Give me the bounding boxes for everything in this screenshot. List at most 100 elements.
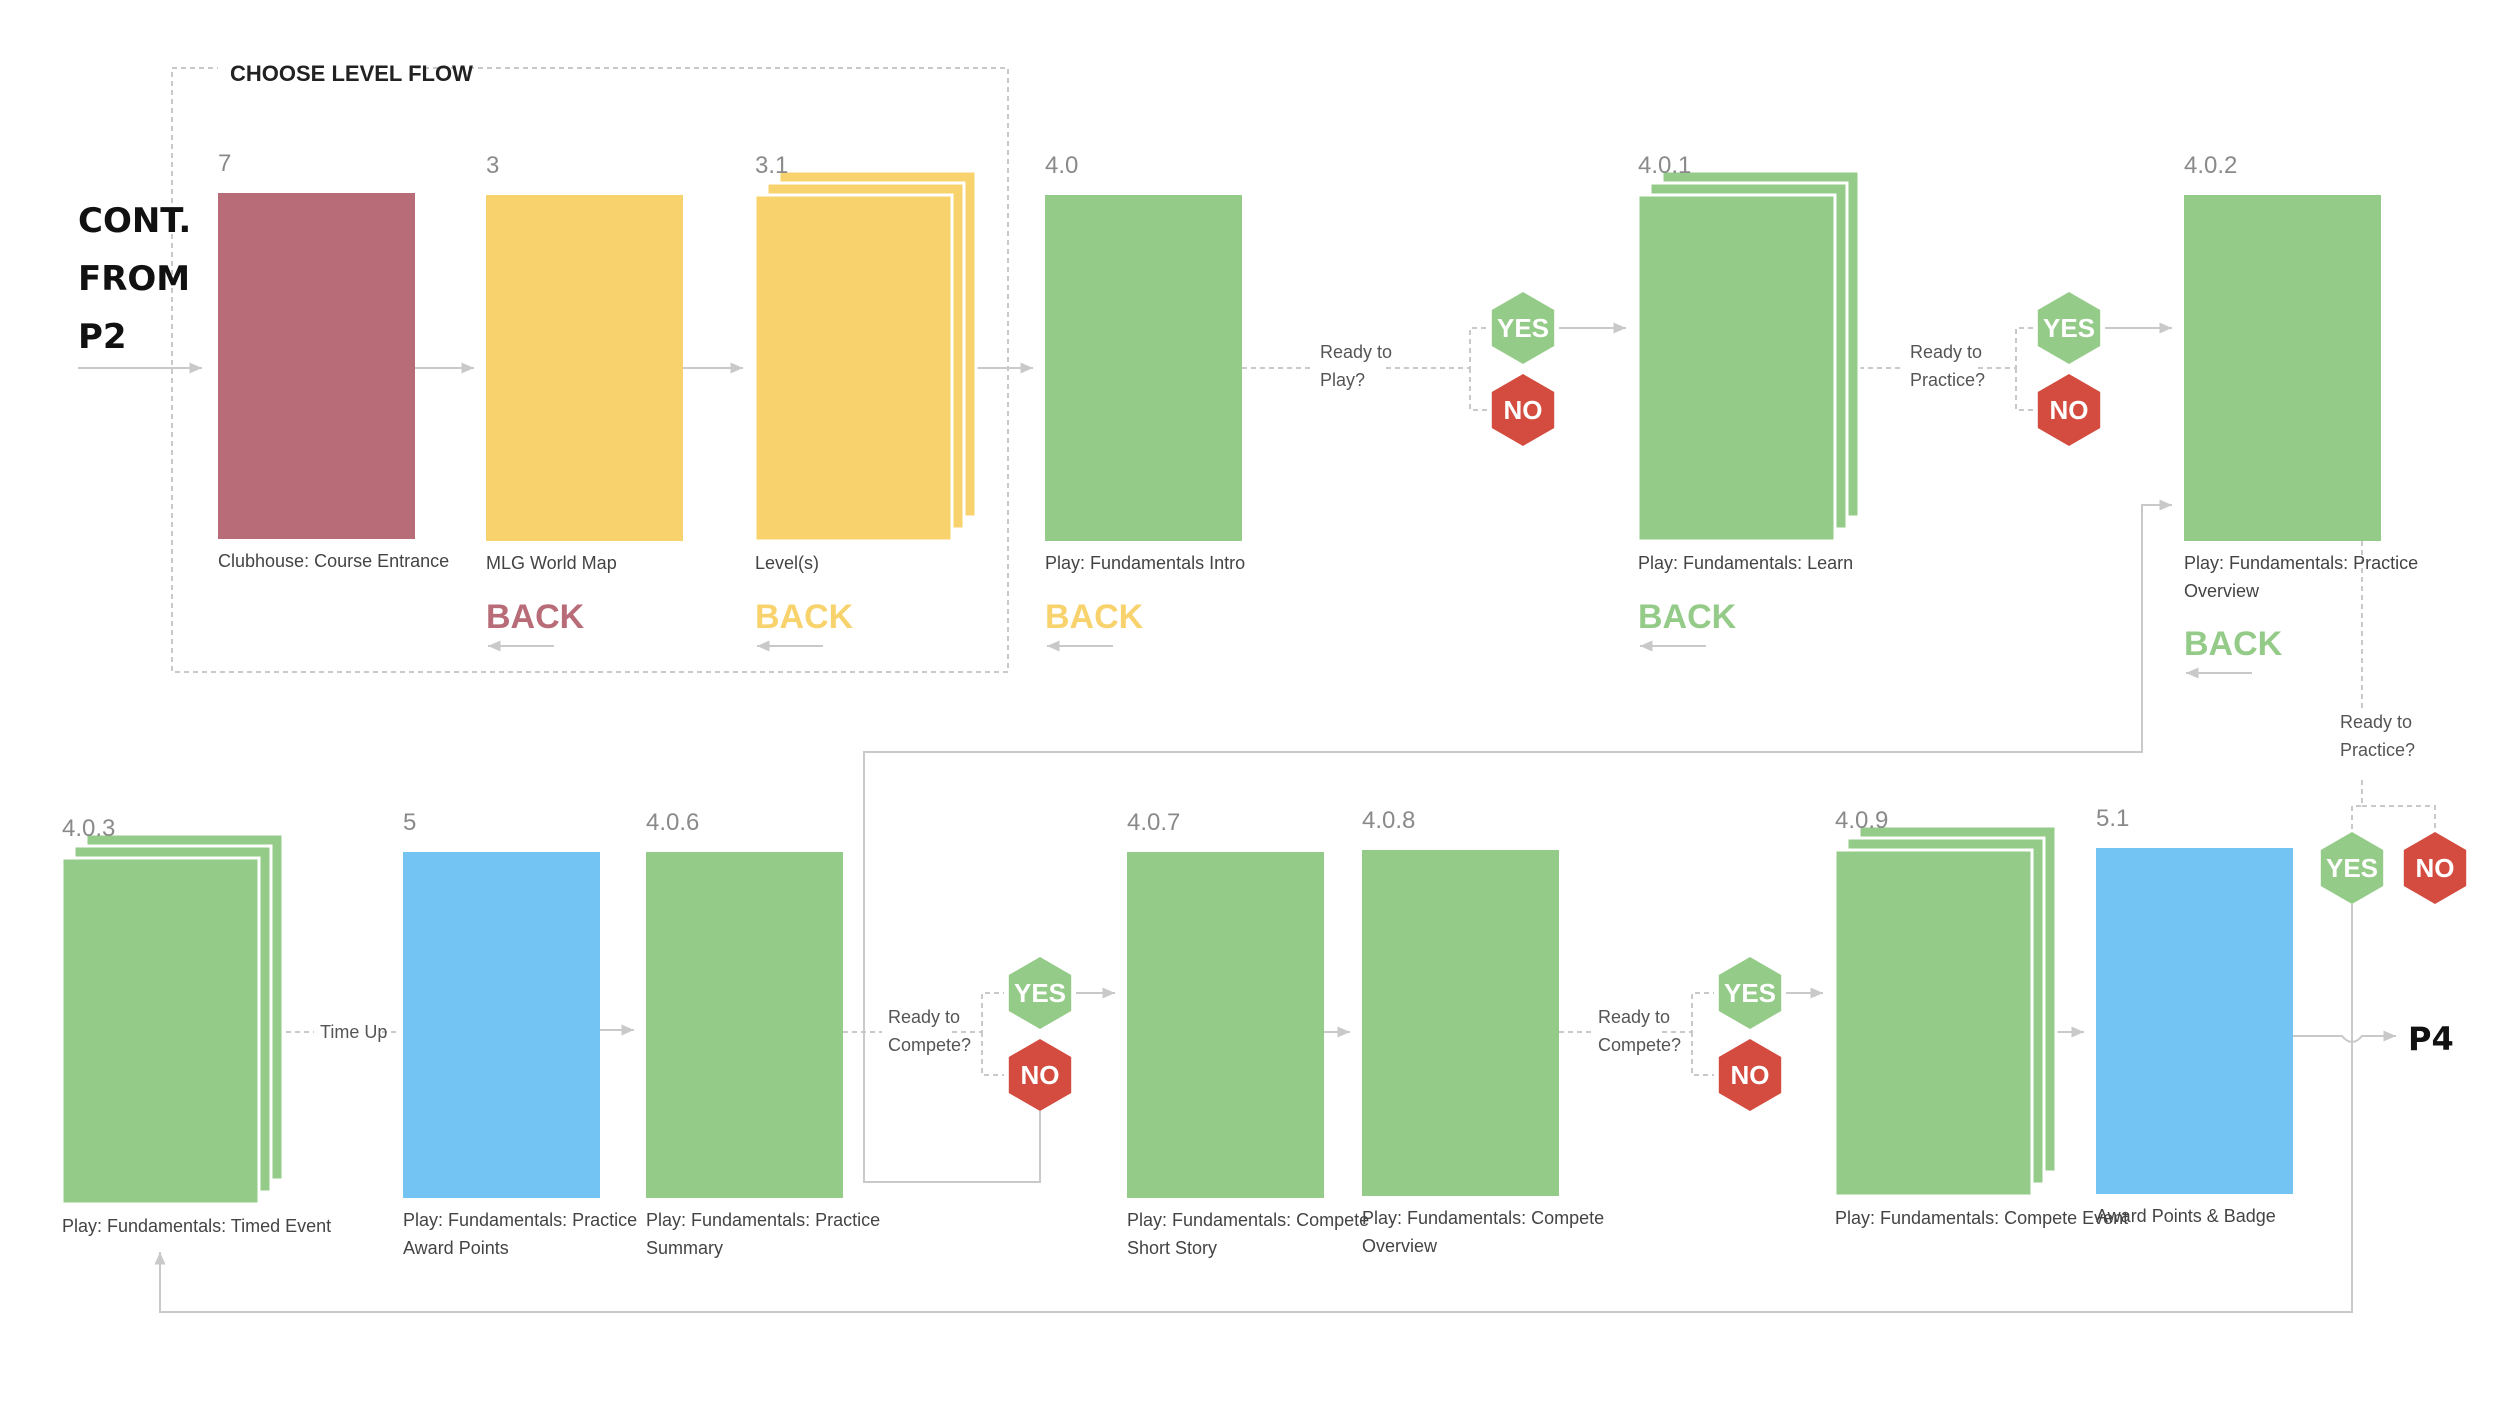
screen-card <box>1362 850 1559 1196</box>
screen-5-1: 5.1 Award Points & Badge <box>2096 805 2293 1226</box>
screen-label: Play: Fundamentals: Learn <box>1638 553 1853 573</box>
entry-line-2: FROM <box>78 259 190 299</box>
decision-question: Practice? <box>1910 370 1985 390</box>
no-badge[interactable]: NO <box>2037 374 2101 446</box>
decision-question: Compete? <box>1598 1035 1681 1055</box>
no-badge-label: NO <box>2416 853 2455 883</box>
screen-id: 4.0.9 <box>1835 807 1888 834</box>
back-links-layer: BACK BACK BACK BACK BACK <box>486 598 2283 679</box>
yes-badge-shape <box>2037 292 2101 364</box>
yes-badge-shape <box>2320 832 2384 904</box>
screen-id: 4.0.2 <box>2184 152 2237 179</box>
screens-layer: 7 Clubhouse: Course Entrance 3 MLG World Ma… <box>60 150 2418 1258</box>
screen-label: Play: Fundamentals: Compete Event <box>1835 1208 2128 1228</box>
decision-1: Ready to Play? YES NO <box>1320 292 1555 446</box>
screen-label: Overview <box>2184 581 2260 601</box>
screen-id: 4.0.7 <box>1127 809 1180 836</box>
yes-badge[interactable]: YES <box>1008 957 1072 1029</box>
back-label: BACK <box>1045 598 1144 636</box>
screen-id: 7 <box>218 150 231 177</box>
screen-label: Award Points & Badge <box>2096 1206 2276 1226</box>
back-link[interactable]: BACK <box>1045 598 1144 652</box>
choose-level-group <box>171 67 1009 673</box>
screen-3-1: 3.1 Level(s) <box>753 152 978 573</box>
screen-card <box>218 193 415 539</box>
back-label: BACK <box>755 598 854 636</box>
yes-badge-shape <box>1491 292 1555 364</box>
back-label: BACK <box>2184 625 2283 663</box>
screen-4-0-6: 4.0.6 Play: Fundamentals: Practice Summary <box>646 809 880 1258</box>
back-link[interactable]: BACK <box>1638 598 1737 652</box>
screen-label: Award Points <box>403 1238 509 1258</box>
yes-badge[interactable]: YES <box>2037 292 2101 364</box>
screen-id: 5 <box>403 809 416 836</box>
no-badge-shape <box>2037 374 2101 446</box>
decision-5: Ready to Compete? YES NO <box>1598 957 1782 1111</box>
screen-3: 3 MLG World Map <box>486 152 683 573</box>
back-link[interactable]: BACK <box>486 598 585 652</box>
screen-card <box>403 852 600 1198</box>
back-label: BACK <box>486 598 585 636</box>
yes-badge[interactable]: YES <box>1491 292 1555 364</box>
group-label: CHOOSE LEVEL FLOW <box>230 61 473 86</box>
screen-card <box>1127 852 1324 1198</box>
no-badge[interactable]: NO <box>1491 374 1555 446</box>
screen-id: 3 <box>486 152 499 179</box>
decision-question: Ready to <box>888 1007 960 1027</box>
no-badge-shape <box>1491 374 1555 446</box>
yes-badge-label: YES <box>1014 978 1066 1008</box>
screen-id: 4.0.3 <box>62 815 115 842</box>
screen-label: Play: Fundamentals: Compete <box>1127 1210 1369 1230</box>
screen-card <box>1045 195 1242 541</box>
no-badge-label: NO <box>2050 395 2089 425</box>
screen-card <box>486 195 683 541</box>
screen-4-0-8: 4.0.8 Play: Fundamentals: Compete Overview <box>1362 807 1604 1256</box>
no-badge[interactable]: NO <box>1008 1039 1072 1111</box>
yes-badge-shape <box>1008 957 1072 1029</box>
screen-label: Play: Fundamentals: Practice <box>646 1210 880 1230</box>
decision-question: Ready to <box>1320 342 1392 362</box>
yes-badge-label: YES <box>2326 853 2378 883</box>
no-badge[interactable]: NO <box>2403 832 2467 904</box>
screen-4-0-9: 4.0.9 Play: Fundamentals: Compete Event <box>1833 807 2128 1228</box>
screen-id: 4.0.6 <box>646 809 699 836</box>
decision-2: Ready to Practice? YES NO <box>1910 292 2101 446</box>
screen-label: Summary <box>646 1238 723 1258</box>
entry-line-3: P2 <box>78 317 127 357</box>
screen-label: Play: Fundamentals: Practice <box>403 1210 637 1230</box>
no-badge-shape <box>2403 832 2467 904</box>
yes-badge[interactable]: YES <box>1718 957 1782 1029</box>
yes-badge-label: YES <box>1724 978 1776 1008</box>
decision-4: Ready to Compete? YES NO <box>888 957 1072 1111</box>
decision-question: Practice? <box>2340 740 2415 760</box>
no-badge[interactable]: NO <box>1718 1039 1782 1111</box>
decision-question: Ready to <box>1598 1007 1670 1027</box>
decision-question: Ready to <box>2340 712 2412 732</box>
screen-id: 4.0 <box>1045 152 1078 179</box>
back-link[interactable]: BACK <box>2184 625 2283 679</box>
exit-label: P4 <box>2408 1020 2454 1058</box>
screen-4-0-3: 4.0.3 Play: Fundamentals: Timed Event <box>60 815 331 1236</box>
decision-question: Ready to <box>1910 342 1982 362</box>
yes-badge[interactable]: YES <box>2320 832 2384 904</box>
screen-label: Play: Fundamentals: Practice <box>2184 553 2418 573</box>
back-link[interactable]: BACK <box>755 598 854 652</box>
decision-3: Ready to Practice? YES NO <box>2320 712 2467 904</box>
screen-id: 3.1 <box>755 152 788 179</box>
no-badge-shape <box>1718 1039 1782 1111</box>
screen-4-0-1: 4.0.1 Play: Fundamentals: Learn <box>1636 152 1861 573</box>
no-badge-shape <box>1008 1039 1072 1111</box>
screen-label: Clubhouse: Course Entrance <box>218 551 449 571</box>
screen-card <box>60 856 261 1206</box>
entry-line-1: CONT. <box>78 201 191 241</box>
screen-id: 5.1 <box>2096 805 2129 832</box>
screen-label: Short Story <box>1127 1238 1217 1258</box>
screen-card <box>1636 193 1837 543</box>
screen-label: Overview <box>1362 1236 1438 1256</box>
screen-id: 4.0.1 <box>1638 152 1691 179</box>
yes-badge-label: YES <box>1497 313 1549 343</box>
screen-card <box>646 852 843 1198</box>
screen-label: MLG World Map <box>486 553 617 573</box>
decisions-layer: Ready to Play? YES NO Ready to Practice? YES NO… <box>888 292 2467 1111</box>
back-label: BACK <box>1638 598 1737 636</box>
